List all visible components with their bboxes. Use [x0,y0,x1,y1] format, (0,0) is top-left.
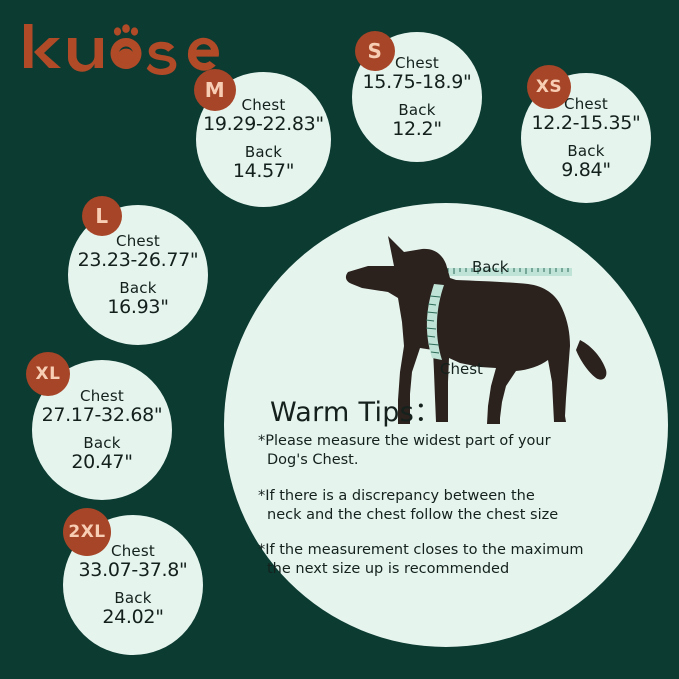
size-badge-s: S [355,31,395,71]
size-badge-xs: XS [527,65,571,109]
back-label-m: Back [244,143,283,161]
back-value-xs: 9.84" [561,158,611,181]
chest-value-xl: 27.17-32.68" [41,403,163,426]
back-value-l: 16.93" [107,295,169,318]
chest-value-xs: 12.2-15.35" [531,111,641,134]
chest-label-l: Chest [116,231,160,250]
size-badge-2xl: 2XL [63,508,111,556]
size-badge-xl-text: XL [35,364,61,384]
back-label-2xl: Back [114,588,152,607]
size-badge-l: L [82,196,122,236]
chest-value-l: 23.23-26.77" [77,248,199,271]
back-label-s: Back [398,100,436,119]
chest-label-xs: Chest [564,94,608,113]
dog-diagram [330,222,650,452]
size-badge-xl: XL [26,352,70,396]
back-measure-label: Back [472,258,509,276]
warm-tips-title: Warm Tips： [270,397,442,428]
warm-tip-item: *If there is a discrepancy between the n… [258,487,608,526]
warm-tip-line-1: *If the measurement closes to the maximu… [258,542,584,559]
warm-tip-line-1: *If there is a discrepancy between the [258,487,535,504]
chest-label-xl: Chest [80,386,124,405]
chest-label-m: Chest [241,96,286,115]
size-badge-m-text: M [204,78,226,102]
warm-tip-item: *If the measurement closes to the maximu… [258,541,608,580]
back-label-l: Back [119,278,157,297]
warm-tip-line-2: the next size up is recommended [267,561,510,578]
chest-measure-label: Chest [440,360,483,378]
back-value-s: 12.2" [392,117,442,140]
warm-tip-line-2: neck and the chest follow the chest size [267,506,559,523]
size-badge-m: M [194,69,236,111]
warm-tips-list: *Please measure the widest part of your … [258,432,608,580]
chest-tape-icon [425,284,444,360]
warm-tip-line-2: Dog's Chest. [267,452,359,469]
brand-logo [22,22,222,82]
size-badge-2xl-text: 2XL [68,522,106,542]
chest-value-m: 19.29-22.83" [203,113,324,136]
warm-tip-item: *Please measure the widest part of your … [258,432,608,471]
chest-value-s: 15.75-18.9" [362,70,472,93]
back-label-xl: Back [83,433,121,452]
back-value-xl: 20.47" [71,450,133,473]
size-badge-s-text: S [367,39,383,63]
chest-label-2xl: Chest [111,541,155,560]
size-badge-xs-text: XS [535,77,563,97]
warm-tip-line-1: *Please measure the widest part of your [258,433,551,449]
back-label-xs: Back [567,141,605,160]
size-badge-l-text: L [95,204,109,228]
chest-value-2xl: 33.07-37.8" [78,558,188,581]
chest-label-s: Chest [395,53,439,72]
back-value-2xl: 24.02" [102,605,164,628]
back-value-m: 14.57" [232,160,295,183]
dog-silhouette-icon [345,236,607,424]
